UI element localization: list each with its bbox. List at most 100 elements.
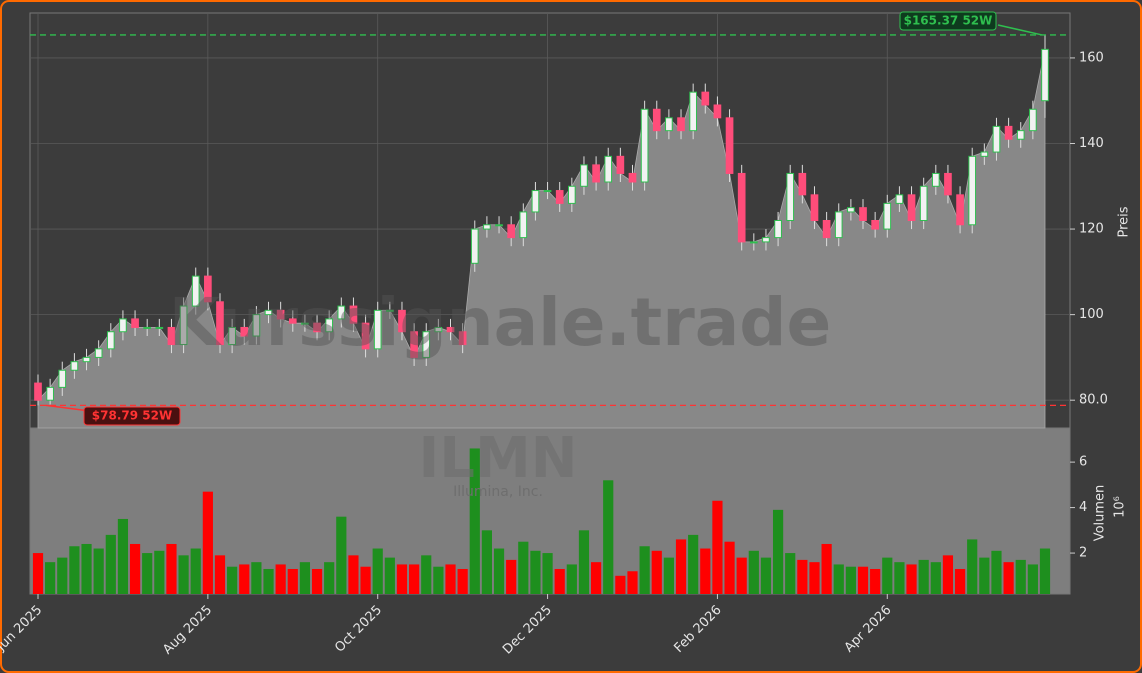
candle-body [373, 309, 382, 350]
candle-body [774, 220, 782, 239]
candle-body [580, 164, 588, 187]
candle-body [531, 190, 540, 213]
candle-body [640, 108, 649, 183]
candle-body [82, 356, 91, 363]
y-tick-label: 140 [1079, 136, 1104, 151]
candle-body [980, 151, 989, 157]
candle-body [798, 172, 807, 196]
candle-body [810, 194, 819, 221]
volume-bar [166, 543, 177, 594]
candle-body [786, 172, 795, 221]
annotation-arrow [45, 404, 91, 412]
volume-bar [457, 568, 468, 594]
candle-body [834, 211, 843, 239]
volume-bar [979, 557, 990, 594]
candle-body [155, 326, 164, 329]
candle-body [361, 322, 370, 350]
volume-y-tick-label: 2 [1079, 546, 1087, 561]
volume-bar [918, 559, 929, 594]
candle-body [883, 202, 892, 230]
candle-body [665, 117, 673, 132]
candle-body [931, 172, 940, 187]
volume-bar [117, 518, 129, 594]
volume-bar [967, 539, 978, 594]
candle-body [313, 322, 321, 333]
volume-bar [481, 530, 492, 594]
volume-bar [772, 509, 784, 594]
candle-body [725, 117, 734, 174]
volume-bar [930, 562, 941, 594]
volume-bar [142, 553, 153, 594]
volume-bar [785, 553, 796, 594]
volume-bar [1039, 548, 1051, 594]
candle-body [276, 309, 285, 320]
candle-body [944, 172, 952, 196]
annotation-box [899, 11, 997, 31]
candle-body [58, 369, 67, 388]
candle-body [762, 237, 770, 243]
volume-bar [578, 530, 590, 594]
candle-body [604, 155, 613, 183]
volume-bar [845, 566, 856, 594]
volume-y-tick-label: 6 [1079, 455, 1087, 470]
candle-body [1041, 48, 1049, 102]
candle-body [677, 117, 685, 132]
candle-body [252, 314, 261, 337]
candle-body [228, 326, 236, 346]
volume-bar [433, 566, 444, 594]
volume-bar [129, 543, 141, 594]
candle-body [240, 326, 249, 337]
candle-body [434, 326, 443, 333]
candle-body [616, 155, 625, 174]
volume-bar [857, 566, 869, 594]
annotation-arrow [997, 24, 1043, 36]
candle-body [106, 331, 115, 350]
candle-body [907, 194, 916, 221]
candle-body [167, 326, 176, 346]
candle-body [119, 318, 127, 333]
candle-body [495, 224, 503, 227]
volume-bar [227, 566, 238, 594]
volume-bar [760, 557, 772, 594]
candle-body [701, 91, 710, 106]
volume-bar [239, 564, 250, 594]
volume-bar [311, 568, 323, 594]
volume-bar [942, 555, 954, 594]
volume-bar [69, 546, 80, 594]
volume-bar [190, 548, 201, 594]
volume-bar [32, 553, 44, 594]
candle-body [567, 185, 576, 204]
volume-bar [554, 568, 565, 594]
candle-body [919, 185, 928, 221]
volume-bar [360, 566, 371, 594]
watermark: Kurssignale.trade [169, 284, 832, 361]
volume-bar [45, 562, 56, 594]
candle-body [507, 224, 516, 239]
candle-body [216, 301, 224, 346]
volume-bar [615, 575, 626, 594]
candle-body [968, 155, 977, 226]
annotation-box [83, 406, 181, 426]
candle-body [689, 91, 697, 132]
candle-body [1004, 125, 1013, 140]
volume-bar [93, 548, 104, 594]
candle-body [131, 318, 139, 328]
volume-bar [506, 559, 517, 594]
company-watermark: Illumina, Inc. [453, 484, 543, 500]
candle-body [179, 305, 188, 346]
candle-body [628, 172, 637, 183]
volume-bar [894, 562, 905, 594]
candle-body [1016, 130, 1025, 140]
volume-bar [712, 500, 723, 594]
candle-body [470, 228, 479, 264]
candle-body [386, 309, 394, 312]
volume-bar [275, 564, 286, 594]
candle-body [70, 361, 79, 371]
annotation-label: $78.79 52W [92, 409, 172, 423]
volume-bar [251, 562, 262, 594]
candle-body [895, 194, 904, 204]
volume-bar [214, 555, 226, 594]
volume-y-tick-label: 4 [1079, 500, 1087, 515]
candle-body [1029, 108, 1037, 132]
candle-body [737, 172, 746, 243]
